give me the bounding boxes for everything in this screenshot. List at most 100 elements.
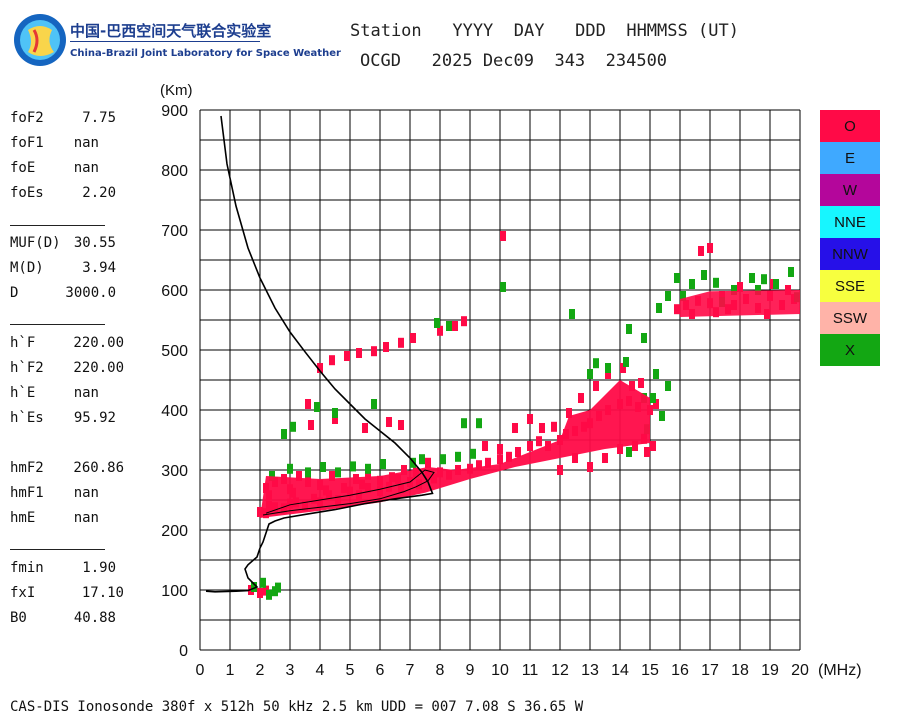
echo-point-x [623, 357, 629, 367]
echo-point-o [308, 420, 314, 430]
echo-point-o [578, 393, 584, 403]
echo-point-o [587, 462, 593, 472]
echo-point-o [650, 441, 656, 451]
echo-point-o [605, 369, 611, 379]
legend-item-w: W [820, 174, 880, 206]
virtual-height-trace [262, 469, 435, 516]
x-tick-label: 11 [522, 662, 539, 679]
echo-point-x [569, 309, 575, 319]
echo-point-x [290, 421, 296, 432]
legend-item-nnw: NNW [820, 238, 880, 270]
echo-point-x [260, 577, 266, 588]
legend-item-e: E [820, 142, 880, 174]
y-tick-label: 500 [161, 343, 188, 360]
echo-point-x [446, 321, 452, 331]
x-tick-label: 12 [551, 662, 569, 679]
echo-point-x [788, 267, 794, 277]
chart-marks [248, 231, 800, 600]
echo-point-x [461, 418, 467, 429]
echo-point-o [512, 423, 518, 433]
echo-point-x [665, 291, 671, 301]
y-axis-label: (Km) [160, 82, 193, 99]
x-tick-label: 9 [466, 662, 475, 679]
legend-item-sse: SSE [820, 270, 880, 302]
logo-title-en: China-Brazil Joint Laboratory for Space … [70, 48, 341, 59]
x-tick-label: 0 [196, 662, 205, 679]
echo-point-x [605, 363, 611, 373]
y-tick-label: 0 [179, 643, 188, 660]
echo-point-o [329, 471, 335, 481]
x-tick-label: 17 [701, 662, 719, 679]
echo-point-o [398, 420, 404, 430]
y-tick-label: 700 [161, 223, 188, 240]
x-tick-label: 14 [611, 662, 629, 679]
echo-point-x [332, 408, 338, 418]
legend-item-o: O [820, 110, 880, 142]
chart-ticks: 0 1 2 3 4 5 6 7 8 9 10 11 12 13 14 15 16 17 18 19 2001002003… [161, 103, 809, 679]
echo-point-o [500, 231, 506, 241]
echo-point-o [653, 399, 659, 409]
y-tick-label: 400 [161, 403, 188, 420]
echo-point-x [350, 461, 356, 472]
echo-point-x [656, 303, 662, 313]
echo-point-o [332, 414, 338, 424]
echo-point-x [653, 369, 659, 379]
echo-point-x [773, 279, 779, 289]
y-tick-label: 200 [161, 523, 188, 540]
echo-point-o [506, 451, 512, 462]
logo-title-cn: 中国-巴西空间天气联合实验室 [70, 22, 272, 40]
echo-point-o [629, 381, 635, 391]
echo-point-x [587, 369, 593, 379]
echo-point-o [329, 355, 335, 366]
echo-point-x [314, 402, 320, 412]
echo-point-o [698, 246, 704, 256]
x-tick-label: 19 [761, 662, 779, 679]
x-tick-label: 1 [226, 662, 235, 679]
echo-point-x [335, 467, 341, 478]
echo-point-x [266, 589, 272, 600]
echo-point-x [689, 279, 695, 289]
echo-point-x [761, 274, 767, 285]
echo-point-o [305, 399, 311, 409]
echo-point-o [527, 441, 533, 451]
echo-point-o [482, 441, 488, 451]
echo-point-x [674, 273, 680, 283]
echo-point-o [365, 469, 371, 480]
echo-point-x [320, 462, 326, 472]
echo-point-x [455, 451, 461, 462]
x-tick-label: 10 [491, 662, 509, 679]
echo-point-o [674, 304, 680, 315]
echo-band-o-high [680, 290, 800, 317]
echo-point-o [437, 325, 443, 336]
echo-point-x [680, 291, 686, 301]
x-axis-label: (MHz) [818, 662, 862, 679]
chart-grid [199, 109, 801, 651]
x-tick-label: 16 [671, 662, 689, 679]
echo-point-x [593, 358, 599, 369]
x-tick-label: 4 [316, 662, 325, 679]
echo-point-o [632, 441, 638, 451]
echo-point-o [485, 457, 491, 468]
echo-point-x [500, 282, 506, 292]
echo-point-o [515, 447, 521, 457]
legend-item-nne: NNE [820, 206, 880, 238]
echo-point-x [371, 399, 377, 409]
echo-point-o [557, 465, 563, 475]
x-tick-label: 18 [731, 662, 749, 679]
echo-point-o [566, 408, 572, 418]
echo-point-o [476, 460, 482, 471]
echo-point-o [593, 381, 599, 391]
echo-point-o [539, 423, 545, 433]
param-separator [10, 549, 105, 550]
instrument-footer: CAS-DIS Ionosonde 380f x 512h 50 kHz 2.5… [10, 699, 584, 715]
echo-point-o [497, 444, 503, 454]
x-tick-label: 20 [791, 662, 809, 679]
x-tick-label: 5 [346, 662, 355, 679]
header-values: OCGD 2025 Dec09 343 234500 [360, 51, 668, 71]
echo-point-o [617, 444, 623, 454]
echo-point-o [638, 378, 644, 388]
echo-point-x [749, 273, 755, 283]
echo-point-o [785, 285, 791, 295]
echo-point-x [641, 333, 647, 343]
y-tick-label: 600 [161, 283, 188, 300]
